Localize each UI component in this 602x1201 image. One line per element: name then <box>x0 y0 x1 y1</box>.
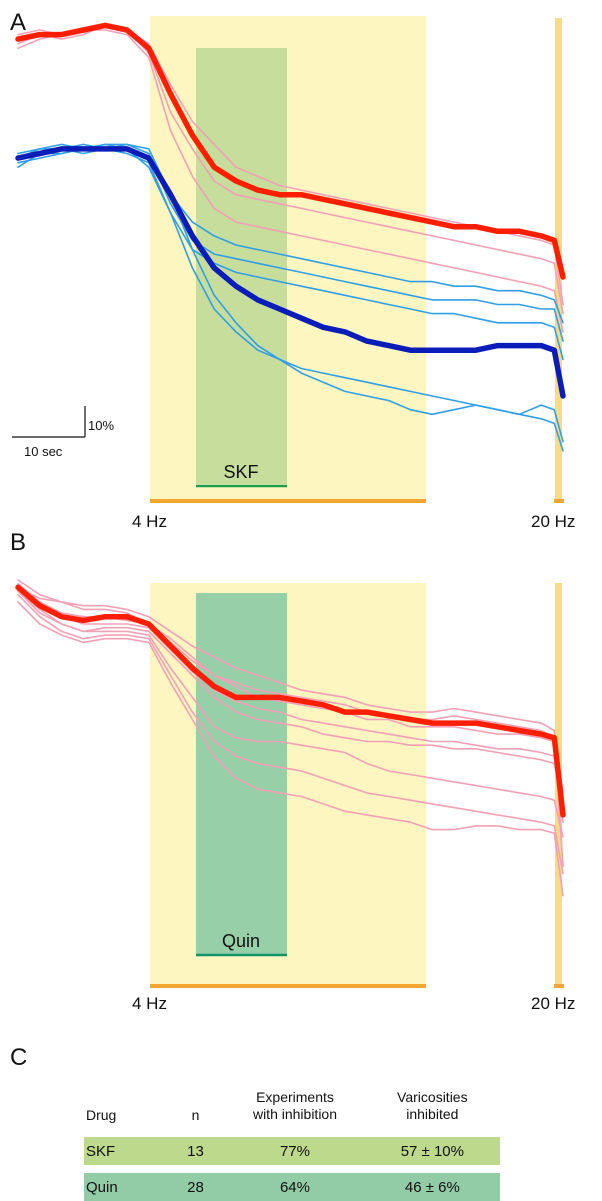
hz4-label-b: 4 Hz <box>132 994 167 1013</box>
table-row-quin: Quin 28 64% 46 ± 6% <box>84 1173 500 1201</box>
trace-red-thin-b-1 <box>17 586 564 794</box>
header-experiments: Experiments with inhibition <box>225 1089 364 1123</box>
panel-b: Quin B 4 Hz 20 Hz <box>10 529 575 1013</box>
cell-varicosities: 57 ± 10% <box>400 1142 464 1160</box>
panel-a-traces <box>15 22 566 452</box>
panel-c-letter: C <box>10 1044 27 1071</box>
trace-red-thin-b-3 <box>17 586 564 816</box>
header-drug: Drug <box>86 1107 117 1123</box>
header-varicosities-line1: Varicosities <box>397 1089 468 1105</box>
panel-b-traces <box>15 579 566 897</box>
hz20-label-b: 20 Hz <box>531 994 575 1013</box>
table-header: Drug n Experiments with inhibition Varic… <box>84 1083 500 1129</box>
header-varicosities: Varicosities inhibited <box>365 1089 500 1123</box>
hz20-label-a: 20 Hz <box>531 512 575 531</box>
cell-drug: Quin <box>86 1178 118 1196</box>
panel-a-letter: A <box>10 9 26 36</box>
stim-4hz-band-a <box>150 16 426 500</box>
scale-y-label: 10% <box>88 418 114 433</box>
header-n: n <box>191 1107 200 1123</box>
stim-4hz-band-b <box>150 583 426 985</box>
skf-label: SKF <box>223 462 258 482</box>
scale-x-label: 10 sec <box>24 444 63 459</box>
cell-n: 28 <box>187 1178 204 1196</box>
header-experiments-line2: with inhibition <box>252 1106 338 1122</box>
quin-drug-band <box>196 593 287 956</box>
figure-canvas: SKF A 4 Hz 20 Hz 10% 10 sec Quin B 4 Hz … <box>10 9 575 1071</box>
trace-red-thick-a-8 <box>15 22 566 280</box>
trace-red-thin-a-2 <box>17 29 564 333</box>
cell-varicosities: 46 ± 6% <box>404 1178 460 1196</box>
cell-experiments: 64% <box>279 1178 310 1196</box>
quin-label: Quin <box>222 931 260 951</box>
header-experiments-line1: Experiments <box>256 1089 334 1105</box>
panel-b-letter: B <box>10 529 26 556</box>
trace-blue-thick-a-9 <box>15 146 566 399</box>
cell-n: 13 <box>187 1142 204 1160</box>
table-row-skf: SKF 13 77% 57 ± 10% <box>84 1137 500 1165</box>
header-varicosities-line2: inhibited <box>406 1106 459 1122</box>
panel-a: SKF A 4 Hz 20 Hz 10% 10 sec <box>10 9 575 531</box>
trace-red-thin-b-2 <box>17 590 564 809</box>
trace-red-thin-b-6 <box>17 590 564 838</box>
cell-experiments: 77% <box>279 1142 310 1160</box>
summary-table: Drug n Experiments with inhibition Varic… <box>84 1083 500 1201</box>
trace-red-thin-b-0 <box>17 579 564 868</box>
trace-red-thin-b-5 <box>17 593 564 875</box>
trace-red-thin-b-7 <box>17 601 564 897</box>
trace-blue-thin-a-7 <box>17 143 564 361</box>
cell-drug: SKF <box>86 1142 116 1160</box>
trace-red-thick-b-8 <box>15 584 566 818</box>
hz4-label-a: 4 Hz <box>132 512 167 531</box>
